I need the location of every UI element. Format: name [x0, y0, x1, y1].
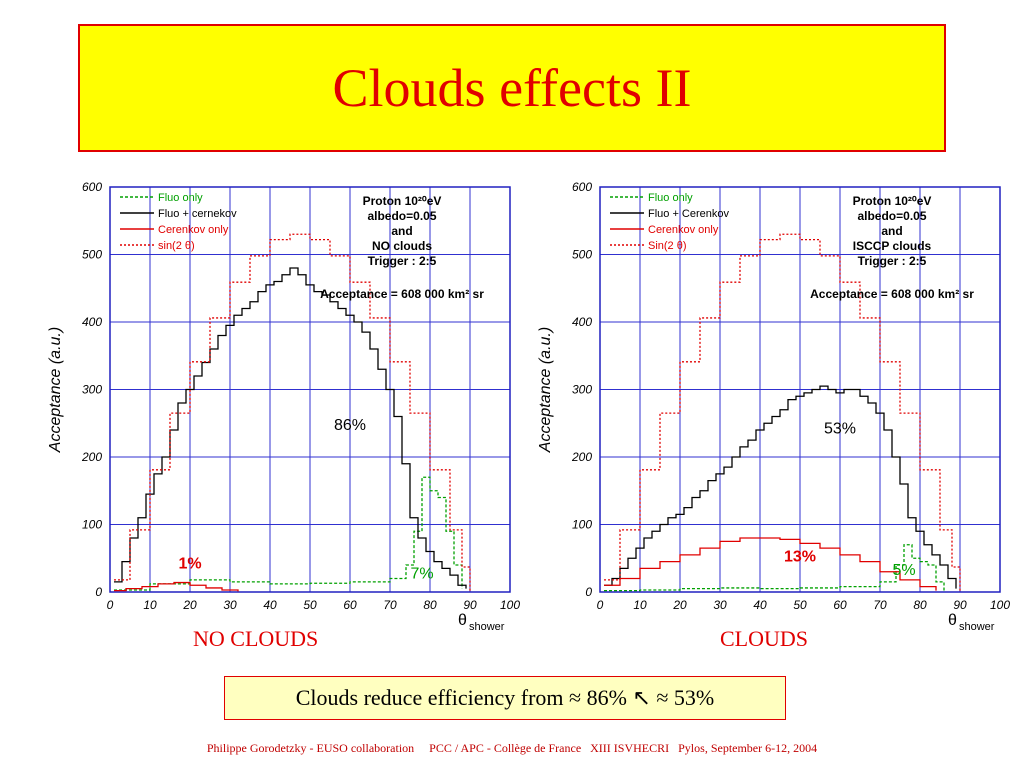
- x-tick-label: 70: [383, 598, 397, 612]
- annotation-label: 1%: [178, 555, 201, 572]
- info-line: Trigger : 2:5: [858, 254, 927, 268]
- y-tick-label: 300: [82, 383, 102, 397]
- x-axis-label-sub: shower: [469, 621, 505, 633]
- x-tick-label: 40: [753, 598, 767, 612]
- x-tick-label: 60: [343, 598, 357, 612]
- x-tick-label: 70: [873, 598, 887, 612]
- x-tick-label: 60: [833, 598, 847, 612]
- x-axis-label: θ: [458, 612, 467, 629]
- y-tick-label: 200: [81, 450, 102, 464]
- info-line: ISCCP clouds: [853, 239, 932, 253]
- slide-title: Clouds effects II: [332, 58, 692, 118]
- x-tick-label: 80: [423, 598, 437, 612]
- x-tick-label: 90: [463, 598, 477, 612]
- annotation-label: 86%: [334, 417, 366, 434]
- x-tick-label: 20: [672, 598, 687, 612]
- annotation-label: 5%: [892, 562, 915, 579]
- y-axis-label: Acceptance (a.u.): [47, 327, 64, 453]
- y-tick-label: 200: [571, 450, 592, 464]
- series-line-3: [604, 233, 961, 592]
- x-tick-label: 10: [143, 598, 157, 612]
- plot-frame: [599, 186, 1001, 593]
- x-tick-label: 0: [107, 598, 114, 612]
- y-tick-label: 100: [82, 518, 102, 532]
- y-tick-label: 600: [572, 180, 592, 194]
- x-tick-label: 50: [793, 598, 807, 612]
- x-tick-label: 20: [182, 598, 197, 612]
- chart-clouds: 0 10 20 30 40 50 60 70 80 90 100 0 100 200 300 400 500 60…: [537, 180, 1010, 633]
- legend-label: Cerenkov only: [158, 224, 229, 236]
- x-tick-label: 100: [500, 598, 520, 612]
- y-tick-label: 500: [82, 248, 102, 262]
- x-axis-label: θ: [948, 612, 957, 629]
- series-line-2: [114, 581, 239, 592]
- series-line-2: [604, 537, 937, 591]
- y-tick-label: 0: [95, 585, 102, 599]
- conclusion-box: Clouds reduce efficiency from ≈ 86% ↖ ≈ …: [224, 676, 786, 720]
- x-axis-label-sub: shower: [959, 621, 995, 633]
- legend-label: Fluo + cernekov: [158, 208, 237, 220]
- legend-label: Fluo only: [648, 192, 693, 204]
- footer-text: Philippe Gorodetzky - EUSO collaboration…: [206, 741, 818, 755]
- info-line: and: [881, 224, 902, 238]
- x-tick-label: 30: [713, 598, 727, 612]
- legend-label: Fluo only: [158, 192, 203, 204]
- annotation-label: 53%: [824, 420, 856, 437]
- chart-no-clouds: 0 10 20 30 40 50 60 70 80 90 100 0 100 200 300 400 500 60…: [47, 180, 520, 633]
- x-tick-label: 10: [633, 598, 647, 612]
- y-tick-label: 300: [572, 383, 592, 397]
- y-tick-label: 500: [572, 248, 592, 262]
- series-line-3: [114, 233, 471, 592]
- caption-clouds: CLOUDS: [720, 626, 809, 651]
- info-line: Trigger : 2:5: [368, 254, 437, 268]
- x-tick-label: 90: [953, 598, 967, 612]
- x-tick-label: 30: [223, 598, 237, 612]
- series-line-0: [114, 476, 463, 591]
- title-box: Clouds effects II: [78, 24, 946, 152]
- annotation-label: 13%: [784, 549, 816, 566]
- info-line: albedo=0.05: [857, 209, 926, 223]
- caption-no-clouds: NO CLOUDS: [193, 626, 319, 651]
- conclusion-text: Clouds reduce efficiency from ≈ 86% ↖ ≈ …: [295, 685, 715, 710]
- y-axis-label: Acceptance (a.u.): [537, 327, 554, 453]
- x-tick-label: 40: [263, 598, 277, 612]
- series-line-1: [604, 385, 957, 589]
- acceptance-label: Acceptance = 608 000 km² sr: [810, 287, 974, 301]
- info-line: Proton 10²⁰eV: [363, 194, 442, 208]
- x-tick-label: 50: [303, 598, 317, 612]
- legend-label: Fluo + Cerenkov: [648, 208, 730, 220]
- info-line: Proton 10²⁰eV: [853, 194, 932, 208]
- info-line: and: [391, 224, 412, 238]
- x-tick-label: 0: [597, 598, 604, 612]
- legend-label: sin(2 θ): [158, 240, 195, 252]
- y-tick-label: 600: [82, 180, 102, 194]
- info-line: NO clouds: [372, 239, 432, 253]
- y-tick-label: 0: [585, 585, 592, 599]
- legend-label: Cerenkov only: [648, 224, 719, 236]
- y-tick-label: 400: [572, 315, 592, 329]
- x-tick-label: 100: [990, 598, 1010, 612]
- info-line: albedo=0.05: [367, 209, 436, 223]
- legend-label: Sin(2 θ): [648, 240, 687, 252]
- series-line-0: [604, 544, 945, 592]
- y-tick-label: 400: [82, 315, 102, 329]
- series-line-1: [114, 267, 467, 589]
- x-tick-label: 80: [913, 598, 927, 612]
- acceptance-label: Acceptance = 608 000 km² sr: [320, 287, 484, 301]
- y-tick-label: 100: [572, 518, 592, 532]
- plot-frame: [109, 186, 511, 593]
- annotation-label: 7%: [410, 566, 433, 583]
